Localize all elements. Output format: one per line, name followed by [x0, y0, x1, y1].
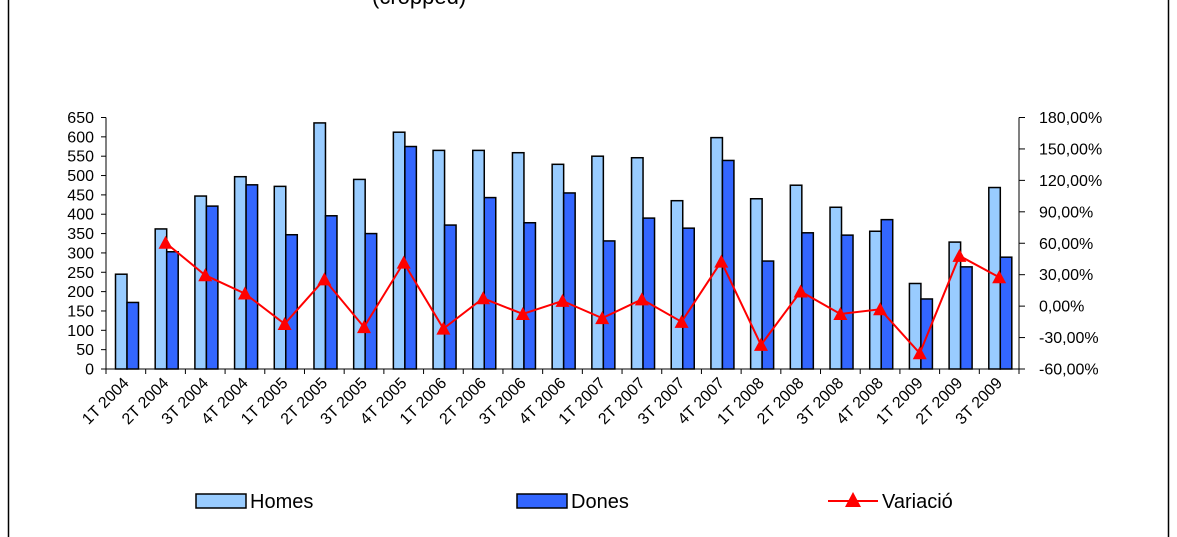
bar-dones — [165, 251, 179, 370]
bar-dones — [761, 260, 775, 370]
right-axis-tick-label: 120,00% — [1039, 173, 1102, 190]
left-axis-tick-label: 600 — [67, 129, 94, 146]
left-axis-tick-label: 250 — [67, 265, 94, 282]
bar-dones — [245, 184, 259, 370]
marker-variacio — [158, 235, 173, 249]
marker-variacio — [714, 254, 729, 268]
marker-variacio — [515, 306, 530, 320]
marker-variacio — [436, 321, 451, 335]
marker-variacio — [952, 248, 967, 262]
bar-dones — [681, 227, 695, 370]
left-axis-tick-label: 350 — [67, 226, 94, 243]
bar-homes — [432, 149, 446, 370]
left-axis-tick-label: 300 — [67, 245, 94, 262]
left-axis-tick-label: 0 — [85, 362, 94, 379]
left-axis-tick-label: 550 — [67, 149, 94, 166]
right-axis-tick-label: 180,00% — [1039, 110, 1102, 127]
legend-marker-variacio — [845, 492, 861, 507]
bar-dones — [126, 301, 140, 370]
legend-swatch-dones — [516, 493, 568, 509]
bar-dones — [999, 256, 1013, 370]
bar-dones — [483, 196, 497, 370]
marker-variacio — [634, 292, 649, 306]
marker-variacio — [317, 272, 332, 286]
bar-dones — [642, 217, 656, 370]
bar-dones — [285, 233, 299, 370]
bar-dones — [959, 266, 973, 370]
left-axis-tick-label: 50 — [76, 342, 94, 359]
left-axis-tick-label: 650 — [67, 110, 94, 127]
legend-label-variacio: Variació — [882, 491, 953, 513]
right-axis-ticks: -60,00% -30,00% 0,00% 30,00% 60,00% 90,00% 120… — [1019, 110, 1102, 379]
marker-variacio — [992, 270, 1007, 284]
marker-variacio — [357, 320, 372, 334]
marker-variacio — [753, 337, 768, 351]
marker-variacio — [198, 268, 213, 282]
right-axis-tick-label: 60,00% — [1039, 236, 1093, 253]
right-axis-tick-label: 90,00% — [1039, 204, 1093, 221]
bar-homes — [829, 206, 843, 370]
right-axis-tick-label: -60,00% — [1039, 362, 1099, 379]
marker-variacio — [396, 255, 411, 269]
bar-homes — [710, 136, 724, 370]
bar-homes — [670, 199, 684, 370]
bar-dones — [205, 205, 219, 370]
marker-variacio — [912, 346, 927, 360]
left-axis-tick-label: 450 — [67, 187, 94, 204]
left-axis-ticks: 0 50 100 150 200 250 300 350 400 450 500 550 600 650 — [67, 110, 106, 379]
left-axis-tick-label: 500 — [67, 168, 94, 185]
marker-variacio — [793, 284, 808, 298]
legend-label-homes: Homes — [250, 491, 313, 513]
right-axis-tick-label: -30,00% — [1039, 330, 1099, 347]
left-axis-tick-label: 100 — [67, 323, 94, 340]
marker-variacio — [555, 293, 570, 307]
marker-variacio — [873, 302, 888, 316]
right-axis-tick-label: 150,00% — [1039, 141, 1102, 158]
bar-homes — [868, 230, 882, 370]
bar-dones — [602, 240, 616, 370]
marker-variacio — [833, 306, 848, 320]
chart-title: (cropped) — [372, 0, 466, 9]
bar-dones — [443, 224, 457, 370]
bar-dones — [801, 232, 815, 370]
marker-variacio — [277, 316, 292, 330]
bar-homes — [789, 184, 803, 370]
bar-homes — [114, 273, 128, 370]
bar-homes — [154, 228, 168, 370]
bar-homes — [630, 156, 644, 370]
legend-swatch-homes — [195, 493, 247, 509]
bar-dones — [840, 234, 854, 370]
bar-homes — [472, 149, 486, 370]
bar-homes — [233, 175, 247, 370]
left-axis-tick-label: 400 — [67, 207, 94, 224]
legend-label-dones: Dones — [571, 491, 629, 513]
bar-homes — [392, 131, 406, 370]
bar-dones — [523, 221, 537, 370]
marker-variacio — [476, 291, 491, 305]
marker-variacio — [237, 286, 252, 300]
right-axis-tick-label: 0,00% — [1039, 299, 1084, 316]
marker-variacio — [595, 311, 610, 325]
left-axis-tick-label: 150 — [67, 303, 94, 320]
bar-homes — [511, 151, 525, 370]
line-variacio — [164, 241, 1000, 356]
bar-homes — [352, 178, 366, 370]
bar-homes — [194, 195, 208, 370]
bar-dones — [364, 232, 378, 370]
bar-dones — [880, 218, 894, 370]
marker-variacio — [674, 314, 689, 328]
legend: Homes Dones Variació — [195, 491, 953, 513]
bar-homes — [273, 185, 287, 370]
bar-homes — [313, 122, 327, 370]
plot-area — [105, 117, 1020, 374]
bar-dones — [562, 192, 576, 370]
bar-homes — [591, 155, 605, 370]
bar-homes — [551, 163, 565, 370]
bar-dones — [404, 145, 418, 370]
left-axis-tick-label: 200 — [67, 284, 94, 301]
right-axis-tick-label: 30,00% — [1039, 267, 1093, 284]
